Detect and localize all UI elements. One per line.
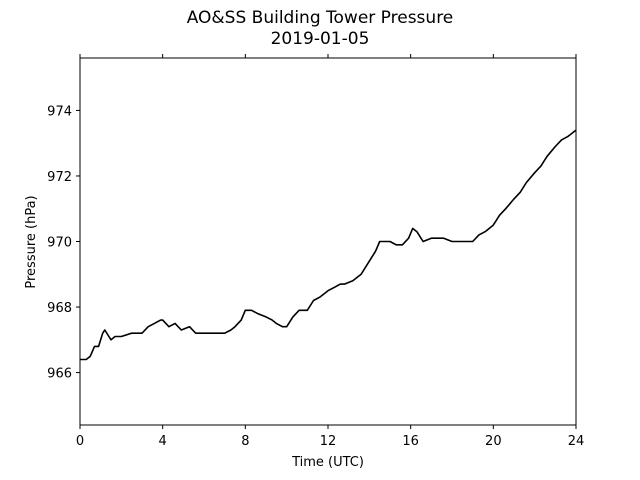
x-tick-label-4: 16 — [402, 434, 419, 449]
y-tick-label-1: 968 — [47, 301, 72, 316]
x-tick-label-1: 4 — [159, 434, 167, 449]
x-tick-label-6: 24 — [568, 434, 585, 449]
y-tick-label-4: 974 — [47, 104, 72, 119]
series-line-0 — [80, 129, 577, 361]
plot-frame — [79, 57, 577, 426]
x-tick-label-3: 12 — [320, 434, 337, 449]
x-axis-label: Time (UTC) — [291, 455, 364, 470]
y-axis-label: Pressure (hPa) — [24, 195, 39, 288]
y-tick-label-0: 966 — [47, 367, 72, 382]
chart-title: AO&SS Building Tower Pressure — [186, 8, 454, 28]
x-tick-label-5: 20 — [485, 434, 502, 449]
y-tick-label-2: 970 — [47, 236, 72, 251]
x-tick-label-0: 0 — [76, 434, 84, 449]
y-tick-label-3: 972 — [47, 170, 72, 185]
chart-subtitle: 2019-01-05 — [270, 29, 370, 49]
x-tick-label-2: 8 — [241, 434, 249, 449]
